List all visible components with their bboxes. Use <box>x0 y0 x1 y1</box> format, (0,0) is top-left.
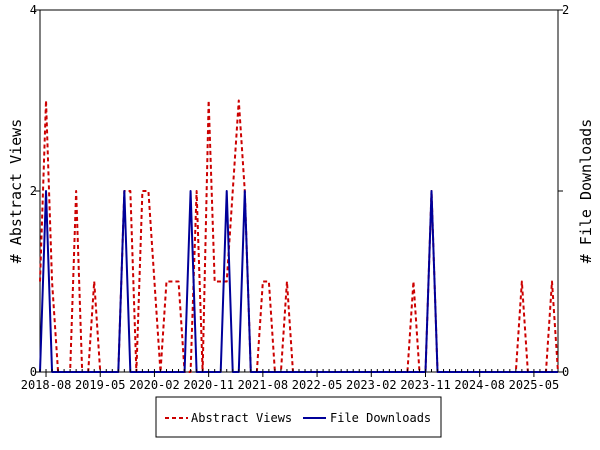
y-left-tick-label: 0 <box>30 365 37 379</box>
y-left-tick-label: 2 <box>30 184 37 198</box>
x-tick-label: 2019-05 <box>75 378 126 392</box>
legend-label-file-downloads: File Downloads <box>330 411 431 425</box>
x-tick-label: 2021-08 <box>238 378 289 392</box>
y-axis-left-title: # Abstract Views <box>7 119 25 264</box>
x-tick-label: 2024-08 <box>454 378 505 392</box>
plot-frame <box>39 9 559 373</box>
series-line-abstract-views <box>39 99 559 373</box>
x-tick-label: 2025-05 <box>509 378 560 392</box>
x-tick-label: 2022-05 <box>292 378 343 392</box>
x-tick-label: 2020-02 <box>129 378 180 392</box>
tick-layer: 2018-08 2019-05 2020-02 2020-11 2021-08 2022-… <box>21 3 570 392</box>
series-line-file-downloads <box>39 190 558 373</box>
x-tick-label: 2018-08 <box>21 378 72 392</box>
y-right-tick-label: 0 <box>562 365 569 379</box>
x-tick-label: 2020-11 <box>183 378 234 392</box>
y-right-tick-label: 2 <box>562 3 569 17</box>
legend: Abstract Views File Downloads <box>155 396 442 438</box>
plot-area: 2018-08 2019-05 2020-02 2020-11 2021-08 2022-… <box>21 3 570 392</box>
legend-label-abstract-views: Abstract Views <box>191 411 292 425</box>
y-axis-right-title: # File Downloads <box>577 119 595 264</box>
y-left-tick-label: 4 <box>30 3 37 17</box>
x-tick-label: 2023-11 <box>400 378 451 392</box>
legend-box <box>155 396 442 438</box>
series-layer <box>39 99 559 373</box>
x-tick-label: 2023-02 <box>346 378 397 392</box>
